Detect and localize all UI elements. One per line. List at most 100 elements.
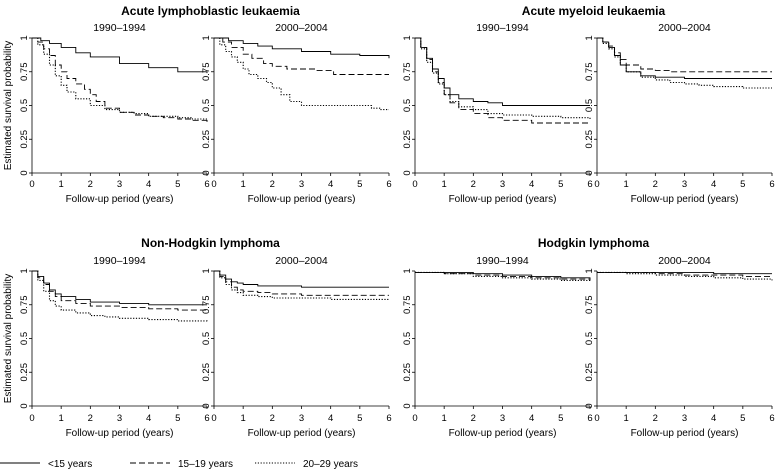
x-tick-label: 5	[357, 413, 362, 424]
y-tick-label: 1	[584, 268, 595, 273]
y-tick-label: 0.5	[402, 99, 413, 112]
x-tick-label: 2	[88, 413, 93, 424]
x-tick-label: 0	[412, 179, 417, 190]
y-tick-label: 1	[402, 35, 413, 40]
y-tick-label: 0.75	[201, 63, 212, 82]
y-axis-label-row-1: Estimated survival probability	[3, 41, 14, 171]
x-tick-label: 3	[682, 179, 687, 190]
survival-curve-15-19	[214, 37, 389, 75]
group-title: Acute lymphoblastic leukaemia	[121, 4, 300, 18]
x-tick-label: 1	[59, 179, 64, 190]
y-tick-label: 0.25	[402, 363, 413, 382]
y-tick-label: 0.5	[584, 99, 595, 112]
group-title: Hodgkin lymphoma	[538, 236, 650, 250]
x-tick-label: 3	[299, 179, 304, 190]
survival-curve-15-19	[597, 271, 772, 277]
survival-curve-20-29	[32, 270, 208, 323]
legend-label: 20–29 years	[303, 459, 358, 470]
y-axis-label-row-2: Estimated survival probability	[3, 274, 14, 404]
y-tick-label: 1	[201, 35, 212, 40]
survival-curve-20-29	[415, 37, 591, 119]
x-tick-label: 4	[146, 413, 151, 424]
x-tick-label: 1	[59, 413, 64, 424]
survival-curve-20-29	[415, 271, 591, 282]
panel-title: 1990–1994	[476, 22, 529, 34]
x-tick-label: 6	[204, 179, 209, 190]
x-tick-label: 1	[624, 179, 629, 190]
panel-title: 2000–2004	[658, 255, 711, 267]
x-tick-label: 0	[594, 179, 599, 190]
survival-curve-20-29	[32, 37, 208, 123]
panel-title: 1990–1994	[476, 255, 529, 267]
x-tick-label: 5	[357, 179, 362, 190]
x-tick-label: 5	[558, 413, 563, 424]
y-tick-label: 0.75	[584, 296, 595, 315]
x-tick-label: 0	[29, 413, 34, 424]
y-tick-label: 0.75	[584, 63, 595, 82]
x-tick-label: 1	[241, 179, 246, 190]
x-tick-label: 0	[594, 413, 599, 424]
x-tick-label: 2	[653, 179, 658, 190]
x-tick-label: 2	[471, 413, 476, 424]
survival-curve-lt15	[597, 37, 772, 79]
y-tick-label: 0	[201, 403, 212, 408]
y-tick-label: 1	[19, 268, 30, 273]
x-tick-label: 6	[204, 413, 209, 424]
x-tick-label: 5	[175, 179, 180, 190]
y-tick-label: 0.25	[584, 363, 595, 382]
x-axis-label: Follow-up period (years)	[631, 194, 739, 205]
y-tick-label: 0.25	[201, 363, 212, 382]
y-tick-label: 0	[19, 403, 30, 408]
legend-label: <15 years	[48, 459, 92, 470]
panel-title: 1990–1994	[93, 255, 146, 267]
survival-curve-lt15	[214, 37, 390, 59]
x-tick-label: 2	[653, 413, 658, 424]
x-tick-label: 1	[241, 413, 246, 424]
x-tick-label: 4	[711, 413, 716, 424]
y-tick-label: 1	[584, 35, 595, 40]
y-tick-label: 0.25	[19, 130, 30, 149]
y-tick-label: 0.5	[201, 99, 212, 112]
y-tick-label: 0.5	[19, 99, 30, 112]
x-tick-label: 4	[328, 179, 333, 190]
panel-title: 1990–1994	[93, 22, 146, 34]
y-tick-label: 0	[584, 403, 595, 408]
survival-curve-20-29	[597, 37, 772, 89]
survival-curve-15-19	[32, 37, 208, 122]
x-tick-label: 5	[558, 179, 563, 190]
x-tick-label: 4	[328, 413, 333, 424]
x-tick-label: 6	[769, 179, 774, 190]
x-tick-label: 5	[175, 413, 180, 424]
x-tick-label: 4	[711, 179, 716, 190]
y-tick-label: 0.25	[19, 363, 30, 382]
y-tick-label: 0	[584, 170, 595, 175]
panel-title: 2000–2004	[275, 22, 328, 34]
y-tick-label: 0	[402, 403, 413, 408]
y-tick-label: 0	[201, 170, 212, 175]
survival-curve-15-19	[415, 271, 591, 281]
x-axis-label: Follow-up period (years)	[449, 428, 557, 439]
x-tick-label: 3	[299, 413, 304, 424]
x-tick-label: 5	[740, 413, 745, 424]
survival-curve-20-29	[214, 270, 389, 300]
x-tick-label: 3	[117, 413, 122, 424]
x-tick-label: 1	[442, 413, 447, 424]
x-axis-label: Follow-up period (years)	[631, 428, 739, 439]
y-tick-label: 0.75	[19, 296, 30, 315]
panel-title: 2000–2004	[275, 255, 328, 267]
y-tick-label: 1	[19, 35, 30, 40]
survival-curve-lt15	[597, 271, 772, 275]
survival-curve-lt15	[415, 271, 591, 280]
y-tick-label: 0.5	[584, 332, 595, 345]
legend-label: 15–19 years	[178, 459, 233, 470]
x-tick-label: 4	[146, 179, 151, 190]
x-tick-label: 3	[500, 179, 505, 190]
x-tick-label: 0	[412, 413, 417, 424]
x-axis-label: Follow-up period (years)	[66, 428, 174, 439]
survival-curve-15-19	[32, 270, 207, 311]
x-tick-label: 1	[442, 179, 447, 190]
survival-curve-15-19	[214, 270, 389, 296]
survival-curve-lt15	[415, 37, 590, 106]
y-tick-label: 0.25	[201, 130, 212, 149]
